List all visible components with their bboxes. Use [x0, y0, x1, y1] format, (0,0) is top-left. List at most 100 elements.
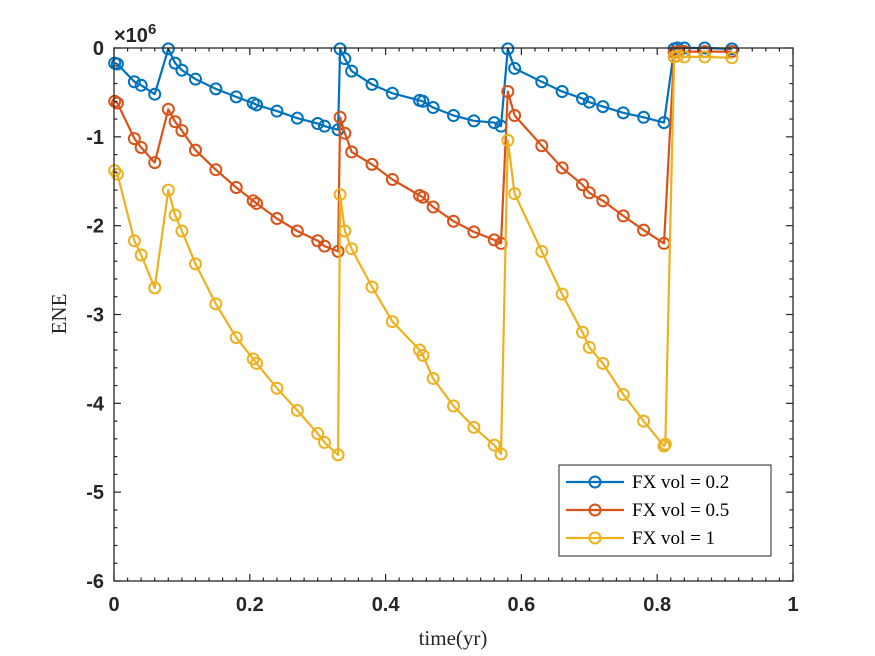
data-point [447, 109, 460, 123]
legend-item: FX vol = 1 [566, 528, 715, 549]
data-point [250, 196, 264, 210]
legend-label: FX vol = 1 [632, 528, 715, 549]
data-point [311, 117, 325, 131]
data-point [331, 448, 345, 462]
legend-item: FX vol = 0.5 [566, 500, 729, 521]
data-point [576, 325, 590, 339]
y-multiplier-exponent: 6 [148, 21, 156, 38]
x-tick-labels: 0 0.2 0.4 0.6 0.8 1 [108, 594, 798, 616]
axes-box [113, 47, 794, 582]
data-point [467, 420, 481, 434]
data-point [317, 239, 331, 253]
data-point [494, 447, 508, 461]
data-point [487, 233, 501, 247]
data-point [576, 92, 590, 106]
data-point [175, 63, 189, 77]
data-point [416, 94, 430, 108]
data-point [127, 132, 141, 146]
data-point [416, 190, 430, 204]
legend-swatch-marker [588, 531, 602, 545]
data-point [555, 85, 569, 99]
data-point [229, 331, 243, 345]
data-point [487, 438, 501, 452]
y-multiplier-base: ×10 [114, 25, 148, 47]
series-line [114, 50, 732, 253]
data-point [290, 224, 304, 238]
y-tick-label: -6 [86, 571, 104, 593]
data-point [148, 156, 162, 170]
data-point [134, 248, 148, 262]
data-point [637, 414, 651, 428]
y-tick-label: -1 [86, 127, 104, 149]
data-point [168, 115, 182, 129]
data-point [338, 224, 352, 238]
data-point [658, 437, 672, 451]
data-point [616, 387, 630, 401]
y-tick-label: -3 [86, 305, 104, 327]
data-point [671, 49, 685, 63]
data-point [209, 82, 223, 96]
data-point [447, 214, 460, 228]
data-point [582, 340, 596, 354]
data-point [246, 194, 260, 208]
data-point [385, 172, 399, 186]
data-point [657, 439, 671, 453]
legend-swatch-marker [588, 475, 602, 489]
y-tick-label: -2 [86, 216, 104, 238]
x-tick-label: 0.2 [236, 594, 264, 616]
y-tick-label: 0 [93, 38, 104, 60]
data-point [582, 186, 596, 200]
data-point [333, 110, 347, 124]
data-point [331, 244, 345, 258]
data-point [582, 95, 596, 109]
data-point [209, 163, 223, 177]
data-point [501, 85, 515, 99]
data-point [161, 42, 175, 56]
legend-swatch-marker [588, 503, 602, 517]
data-point [188, 257, 202, 271]
data-point [616, 106, 630, 120]
data-point [596, 194, 610, 208]
y-tick-label: -5 [86, 482, 104, 504]
data-point [110, 167, 124, 181]
data-point [698, 50, 712, 64]
data-point [467, 114, 481, 128]
data-point [175, 224, 189, 238]
x-tick-label: 1 [787, 594, 798, 616]
data-point [229, 180, 243, 194]
data-point [467, 225, 481, 239]
series-line [113, 54, 732, 456]
data-point [385, 86, 399, 100]
data-point [508, 187, 522, 201]
data-point [416, 348, 430, 362]
data-point [447, 399, 460, 413]
data-point [365, 77, 379, 91]
data-point [270, 104, 284, 118]
data-point [501, 42, 515, 56]
data-point [345, 145, 359, 159]
data-point [290, 403, 304, 417]
data-point [338, 52, 352, 66]
data-point [426, 101, 440, 115]
legend-label: FX vol = 0.5 [632, 500, 729, 521]
data-point [345, 64, 359, 78]
data-point [110, 57, 124, 71]
data-point [508, 61, 522, 75]
data-point [290, 111, 304, 125]
data-point [250, 356, 264, 370]
data-point [270, 212, 284, 226]
data-point [535, 75, 549, 89]
data-point [127, 75, 141, 89]
data-point [365, 157, 379, 171]
data-point [535, 244, 549, 258]
data-point [426, 200, 440, 214]
y-axis-label: ENE [47, 294, 71, 335]
data-point [508, 109, 522, 123]
data-point [535, 139, 549, 153]
data-point [127, 234, 141, 248]
data-point [250, 98, 264, 112]
data-point [317, 435, 331, 449]
data-point [555, 161, 569, 175]
legend-item: FX vol = 0.2 [566, 472, 729, 493]
